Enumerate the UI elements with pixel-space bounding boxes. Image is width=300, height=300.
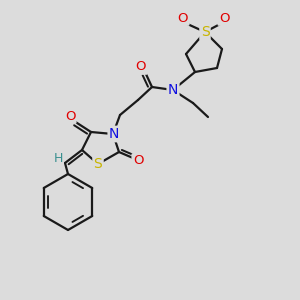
Text: O: O — [219, 11, 229, 25]
Text: N: N — [168, 83, 178, 97]
Text: O: O — [136, 61, 146, 74]
Text: O: O — [65, 110, 75, 122]
Text: O: O — [178, 11, 188, 25]
Text: N: N — [109, 127, 119, 141]
Text: H: H — [53, 152, 63, 166]
Text: S: S — [94, 157, 102, 171]
Text: S: S — [201, 25, 209, 39]
Text: O: O — [133, 154, 143, 167]
